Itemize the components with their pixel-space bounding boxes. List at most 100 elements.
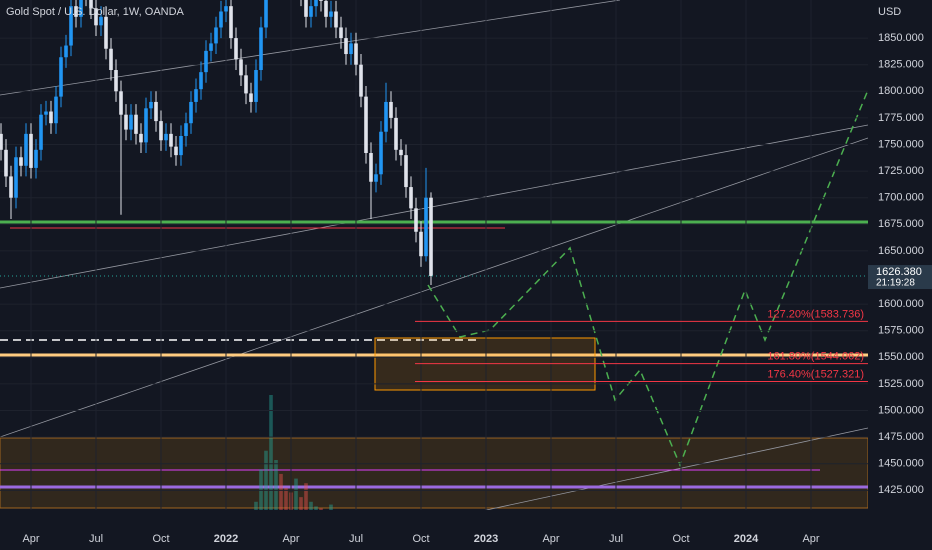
level-layer: 127.20%(1583.736) 161.80%(1544.062) 176.40… xyxy=(0,275,868,382)
candle-body xyxy=(0,133,3,150)
candle-body xyxy=(339,27,343,39)
candle-body xyxy=(4,149,8,177)
volume-bar xyxy=(259,469,263,525)
projection-path xyxy=(427,89,869,468)
candle-body xyxy=(244,75,248,94)
candle-body xyxy=(29,133,33,168)
x-tick-label: Oct xyxy=(152,533,169,545)
x-tick-label: 2022 xyxy=(214,533,238,545)
fib-level-label: 127.20%(1583.736) xyxy=(767,308,864,320)
candle-body xyxy=(239,59,243,76)
x-tick-label: Oct xyxy=(672,533,689,545)
candle-body xyxy=(304,0,308,17)
candle-body xyxy=(404,155,408,188)
time-axis xyxy=(0,510,932,550)
candle-body xyxy=(264,0,268,28)
candle-body xyxy=(204,50,208,73)
candle-body xyxy=(59,57,63,97)
candle-body xyxy=(159,121,163,141)
x-tick-label: Apr xyxy=(802,533,819,545)
candle-body xyxy=(149,101,153,109)
candle-body xyxy=(139,133,143,143)
candle-body xyxy=(429,197,433,277)
candle-body xyxy=(94,8,98,26)
y-tick-label: 1725.000 xyxy=(878,165,924,177)
last-price-label: 1626.380 xyxy=(876,266,922,278)
candle-body xyxy=(374,174,378,182)
candle-body xyxy=(409,187,413,209)
candle-body xyxy=(129,114,133,130)
x-tick-label: 2023 xyxy=(474,533,498,545)
candle-body xyxy=(419,231,423,257)
channel-line xyxy=(439,427,869,521)
channel-line xyxy=(0,137,869,438)
y-tick-label: 1700.000 xyxy=(878,192,924,204)
x-tick-label: Oct xyxy=(412,533,429,545)
x-tick-label: Apr xyxy=(542,533,559,545)
y-tick-label: 1850.000 xyxy=(878,32,924,44)
candle-body xyxy=(134,114,138,134)
candle-body xyxy=(64,45,68,58)
volume-bar xyxy=(274,460,278,525)
candle-body xyxy=(179,135,183,156)
y-tick-label: 1525.000 xyxy=(878,378,924,390)
candle-body xyxy=(174,146,178,156)
volume-bar xyxy=(304,483,308,525)
candle-body xyxy=(189,101,193,124)
candle-body xyxy=(359,64,363,97)
y-tick-label: 1650.000 xyxy=(878,245,924,257)
fib-level-label: 161.80%(1544.062) xyxy=(767,351,864,363)
candle-body xyxy=(9,176,13,198)
candle-body xyxy=(14,157,18,198)
y-tick-label: 1500.000 xyxy=(878,404,924,416)
y-tick-label: 1450.000 xyxy=(878,458,924,470)
candle-body xyxy=(199,72,203,90)
candle-body xyxy=(154,101,158,122)
y-tick-label: 1600.000 xyxy=(878,298,924,310)
candle-body xyxy=(99,16,103,26)
y-tick-label: 1775.000 xyxy=(878,112,924,124)
y-tick-label: 1825.000 xyxy=(878,59,924,71)
candle-body xyxy=(114,70,118,92)
candle-body xyxy=(214,27,218,44)
candle-body xyxy=(89,0,93,9)
volume-bar xyxy=(264,450,268,525)
candle-body xyxy=(424,197,428,257)
candle-layer xyxy=(0,0,433,285)
y-tick-label: 1750.000 xyxy=(878,138,924,150)
candle-body xyxy=(194,89,198,102)
candle-body xyxy=(124,114,128,130)
x-tick-label: Apr xyxy=(282,533,299,545)
candle-body xyxy=(44,111,48,115)
zone-band xyxy=(0,437,869,509)
candle-body xyxy=(324,0,328,17)
candle-body xyxy=(259,27,263,71)
volume-bar xyxy=(284,487,288,525)
candle-body xyxy=(74,6,78,17)
candle-body xyxy=(389,101,393,118)
candle-body xyxy=(34,149,38,168)
last-price-box xyxy=(868,265,932,290)
candle-body xyxy=(319,0,323,1)
candle-body xyxy=(379,131,383,175)
candle-body xyxy=(329,11,333,17)
x-tick-label: Jul xyxy=(609,533,623,545)
y-tick-label: 1475.000 xyxy=(878,431,924,443)
axis-layer: 1850.000 1825.000 1800.000 1775.000 1750.000… xyxy=(22,32,932,545)
candle-body xyxy=(249,93,253,102)
candle-body xyxy=(224,6,228,12)
x-tick-label: 2024 xyxy=(734,533,759,545)
x-tick-label: Apr xyxy=(22,533,39,545)
candle-body xyxy=(119,91,123,115)
y-tick-label: 1800.000 xyxy=(878,85,924,97)
candle-body xyxy=(144,108,148,143)
candle-body xyxy=(79,0,83,17)
candle-body xyxy=(254,70,258,102)
volume-bar xyxy=(294,478,298,525)
y-axis-label: USD xyxy=(878,6,901,18)
candle-body xyxy=(164,133,168,141)
channel-line xyxy=(0,0,621,96)
chart-title: Gold Spot / U.S. Dollar, 1W, OANDA xyxy=(6,6,185,18)
candle-body xyxy=(369,153,373,182)
